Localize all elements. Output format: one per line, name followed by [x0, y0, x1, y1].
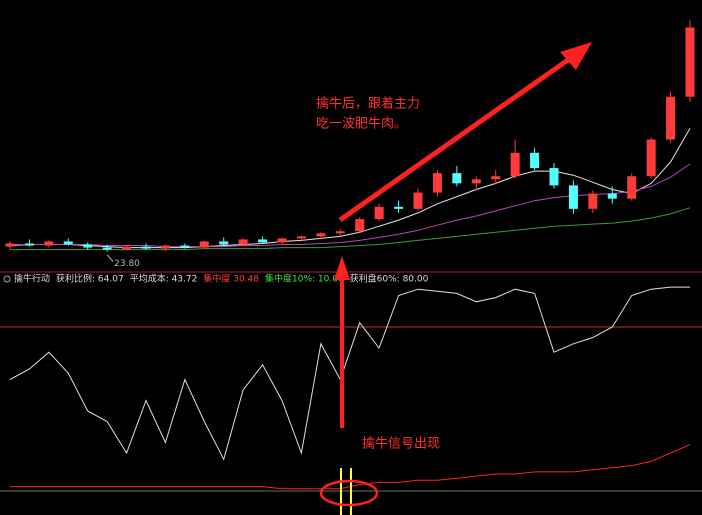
candle-body [588, 193, 598, 209]
indicator-header: 集中度10%: 10.00 [265, 273, 344, 285]
candle-body [219, 241, 229, 245]
candle-body [238, 239, 248, 245]
candle-body [646, 139, 656, 177]
candle-body [413, 192, 423, 209]
trend-arrow [338, 52, 577, 223]
candle-body [24, 243, 34, 246]
candle-body [160, 245, 170, 249]
candle-body [471, 179, 481, 184]
signal-circle [319, 479, 379, 507]
indicator-header: 平均成本: 43.72 [130, 273, 198, 285]
candle-body [530, 152, 540, 169]
candle-body [510, 152, 520, 177]
candle-body [394, 206, 404, 209]
candle-body [685, 27, 695, 97]
indicator-header: 获利盘60%: 80.00 [350, 273, 429, 285]
signal-text: 擒牛信号出现 [362, 436, 440, 452]
candle-body [335, 231, 345, 234]
candle-body [122, 246, 132, 250]
low-label: 23.80 [114, 259, 140, 269]
candle-body [83, 244, 93, 248]
candle-body [355, 219, 365, 232]
candle-body [296, 236, 306, 239]
indicator-line [9, 286, 690, 461]
candle-body [199, 241, 209, 248]
indicator-header: 获利比例: 64.07 [56, 273, 124, 285]
indicator-header: 擒牛行动 [14, 273, 50, 285]
candle-body [5, 243, 15, 247]
candle-body [491, 176, 501, 180]
signal-arrow-head [334, 256, 350, 280]
annotation: 吃一波肥牛肉。 [316, 116, 407, 132]
indicator-header: 集中度 30.48 [203, 273, 259, 285]
candle-body [180, 245, 190, 248]
candle-body [277, 238, 287, 243]
candle-body [44, 241, 54, 246]
annotation: 擒牛后，跟着主力 [316, 96, 420, 112]
header-icon [3, 275, 11, 283]
candle-body [549, 168, 559, 186]
low-pointer [106, 254, 114, 262]
candle-body [316, 233, 326, 237]
candle-body [607, 193, 617, 199]
candle-body [63, 241, 73, 245]
candle-body [374, 206, 384, 220]
candle-body [627, 176, 637, 199]
candle-body [258, 239, 268, 243]
candle-body [102, 247, 112, 250]
candle-body [141, 246, 151, 249]
candle-body [452, 173, 462, 184]
candle-body [568, 185, 578, 209]
price-panel: 23.80 [5, 20, 695, 269]
candle-body [666, 96, 676, 140]
candle-body [432, 173, 442, 193]
trend-arrow-head [560, 42, 592, 70]
